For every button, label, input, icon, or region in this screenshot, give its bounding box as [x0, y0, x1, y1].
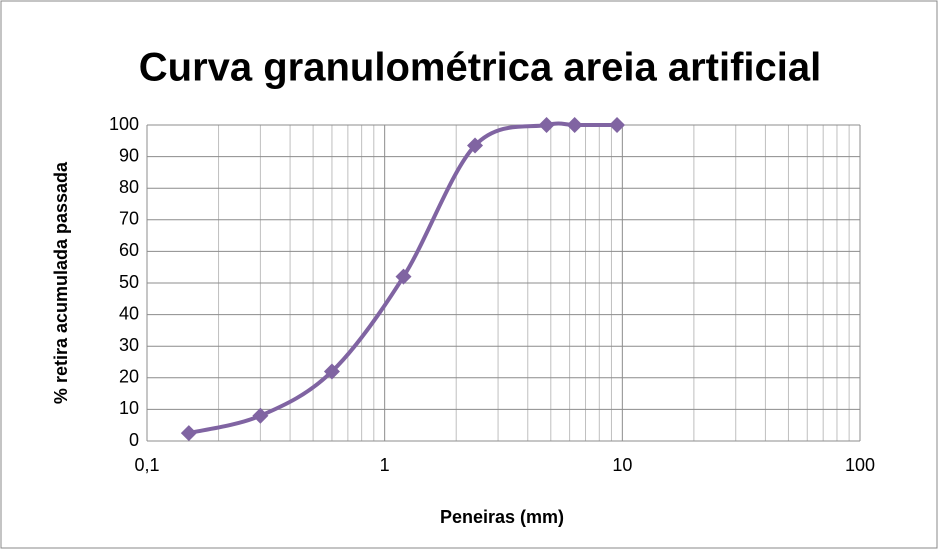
x-tick-label: 1: [380, 455, 390, 475]
x-tick-label: 100: [845, 455, 875, 475]
marker: [180, 425, 197, 442]
chart-title: Curva granulométrica areia artificial: [139, 46, 822, 90]
y-tick-label: 80: [119, 177, 139, 197]
marker: [252, 407, 269, 424]
marker: [538, 117, 555, 133]
y-tick-label: 90: [119, 145, 139, 165]
marker: [395, 268, 412, 285]
y-tick-label: 50: [119, 272, 139, 292]
series-line: [188, 121, 618, 436]
y-tick-label: 0: [129, 430, 139, 450]
y-axis-label: % retira acumulada passada: [51, 161, 71, 404]
marker: [467, 137, 484, 154]
marker: [609, 117, 626, 133]
y-tick-label: 100: [109, 114, 139, 134]
x-tick-label: 10: [612, 455, 632, 475]
y-tick-label: 20: [119, 367, 139, 387]
y-tick-label: 60: [119, 240, 139, 260]
x-axis-label: Peneiras (mm): [440, 507, 564, 527]
y-tick-label: 70: [119, 209, 139, 229]
marker: [323, 363, 340, 380]
marker: [566, 117, 583, 133]
y-tick-label: 40: [119, 303, 139, 323]
y-tick-label: 30: [119, 335, 139, 355]
x-tick-label: 0,1: [134, 455, 159, 475]
y-tick-label: 10: [119, 398, 139, 418]
